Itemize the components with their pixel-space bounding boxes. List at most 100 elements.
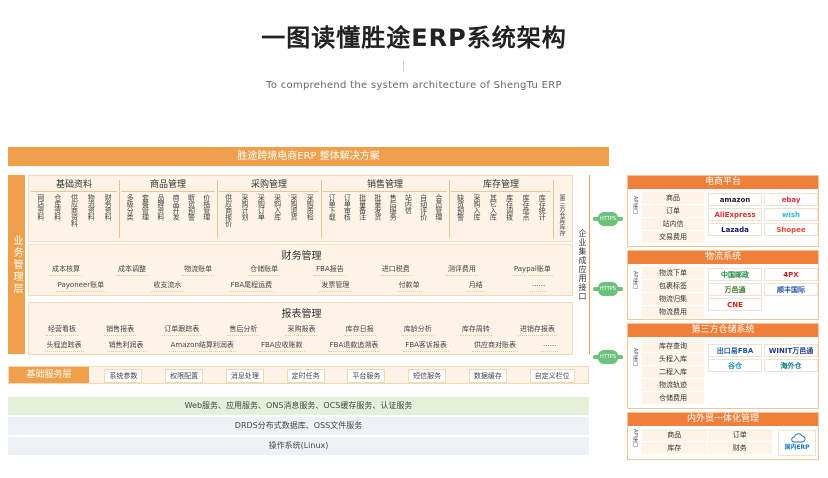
module-item: 网店资料: [36, 194, 45, 220]
finance-item: 发票管理: [319, 279, 352, 292]
finance-item: Payoneer账单: [55, 279, 107, 292]
divider: [119, 180, 120, 238]
warehouse-item: 头程入库: [642, 353, 704, 365]
module-title: 销售管理: [323, 178, 447, 192]
report-item: 头程追踪表: [44, 339, 84, 352]
solution-banner: 胜途跨境电商ERP 整体解决方案: [8, 147, 609, 166]
domestic-item: 库存: [642, 442, 707, 454]
cloud-icon: [791, 433, 806, 443]
winit-logo: 万邑通: [708, 283, 762, 296]
base-service-item: 短信服务: [408, 369, 447, 383]
ebay-logo: ebay: [764, 193, 818, 206]
api-label: API接口: [632, 429, 638, 447]
infra-os: 操作系统(Linux): [8, 437, 589, 455]
https-label: HTTPS: [598, 212, 618, 226]
module-item: 采购入库: [472, 194, 481, 220]
shopee-logo: Shopee: [764, 223, 818, 236]
overseas-warehouse-logo: 海外仓: [764, 359, 818, 372]
module-item: 批量发货: [373, 194, 382, 220]
gucang-logo: 谷仓: [708, 359, 762, 372]
4px-logo: 4PX: [764, 268, 818, 281]
domestic-item: 订单: [707, 429, 772, 441]
divider: [589, 175, 590, 354]
ecommerce-item: 商品: [642, 192, 704, 204]
base-service-label: 基础服务层: [9, 367, 89, 383]
https-connector: HTTPS: [593, 350, 623, 364]
finance-item: 收支流水: [151, 279, 184, 292]
module-item: 多级分类: [126, 194, 135, 220]
group-title: 第三方仓储系统: [628, 324, 818, 337]
logistics-item: 物流归集: [642, 293, 704, 305]
module-item: 采购退货: [289, 194, 298, 220]
finance-item: 付款单: [396, 279, 422, 292]
module-title: 库存管理: [451, 178, 551, 192]
api-label: API接口: [632, 196, 638, 214]
chukou1-logo: 出口易FBA: [708, 344, 762, 357]
ecommerce-item: 订单: [642, 205, 704, 217]
winit-warehouse-logo: WINIT万邑通: [764, 344, 818, 357]
module-sales: 销售管理 订单下载 订单审核 批量备注 批量发货 售后服务 站内信 自动评价 会…: [323, 178, 447, 241]
finance-item: 仓储账单: [248, 263, 281, 276]
ecommerce-item: 交易费用: [642, 231, 704, 243]
module-title: 基础资料: [31, 178, 117, 192]
base-service-item: 消息处理: [225, 369, 264, 383]
infra-database: DRDS分布式数据库、OSS文件服务: [8, 417, 589, 435]
logistics-system-group: 物流系统 API接口 物流下单 包裹标签 物流归集 物流费用 中国邮政 4PX …: [627, 250, 819, 320]
module-product: 商品管理 多级分类 套餐管理 品牌资料 商品开发 断货预警 价格管理: [121, 178, 215, 241]
module-item: 批量备注: [358, 194, 367, 220]
domestic-erp-logo: 国内ERP: [778, 430, 816, 456]
page-title: 一图读懂胜途ERP系统架构: [261, 24, 567, 52]
report-item: FBA客诉报表: [403, 339, 449, 352]
report-item: 库龄分析: [401, 323, 434, 336]
module-item: 供应商报价: [224, 194, 233, 227]
module-item: 采购计划: [240, 194, 249, 220]
finance-title: 财务管理: [281, 251, 322, 262]
finance-item: 物流账单: [182, 263, 215, 276]
business-modules: 基础资料 网店资料 仓库资料 供应商资料 物流资料 财务资料 商品管理 多级分类…: [28, 175, 573, 242]
warehouse-item: 库存查询: [642, 340, 704, 352]
report-item: 销售报表: [104, 323, 137, 336]
module-item: 订单下载: [328, 194, 337, 220]
https-connector: HTTPS: [593, 282, 623, 296]
module-item: 其它入库: [489, 194, 498, 220]
divider: [449, 180, 450, 238]
module-basic-data: 基础资料 网店资料 仓库资料 供应商资料 物流资料 财务资料: [31, 178, 117, 241]
module-inventory: 库存管理 缺货预警 采购入库 其它入库 库存调拨 库存盘点 库存统计: [451, 178, 551, 241]
wish-logo: wish: [764, 208, 818, 221]
module-title: 采购管理: [219, 178, 319, 192]
divider: [553, 180, 554, 238]
base-service-item: 数据缓存: [468, 369, 507, 383]
aliexpress-logo: AliExpress: [708, 208, 762, 221]
infra-services: Web服务、应用服务、ONS消息服务、OCS缓存服务、认证服务: [8, 397, 589, 415]
module-item: 采购质检: [306, 194, 315, 220]
report-item: 订单跟踪表: [162, 323, 202, 336]
business-layer-label: 业务管理层: [8, 175, 25, 354]
module-item: 供应商资料: [70, 194, 79, 227]
report-item: 采购报表: [285, 323, 318, 336]
module-item: 会员管理: [434, 194, 443, 220]
logistics-item: 物流费用: [642, 306, 704, 318]
logistics-item: 包裹标签: [642, 280, 704, 292]
https-label: HTTPS: [598, 282, 618, 296]
module-purchase: 采购管理 供应商报价 采购计划 采购订单 采购入库 采购退货 采购质检: [219, 178, 319, 241]
domestic-item: 商品: [642, 429, 707, 441]
base-service-item: 系统参数: [104, 369, 143, 383]
warehouse-item: 二程入库: [642, 366, 704, 378]
ecommerce-item: 站内信: [642, 218, 704, 230]
sf-international-logo: 顺丰国际: [764, 283, 818, 296]
china-post-logo: 中国邮政: [708, 268, 762, 281]
finance-item: 测评费用: [445, 263, 478, 276]
domestic-integration-group: 内外贸一体化管理 API接口 商品 订单 库存 财务 国内ERP: [627, 412, 819, 460]
module-item: 财务资料: [104, 194, 113, 220]
api-label: API接口: [632, 271, 638, 289]
module-item: 价格管理: [202, 194, 211, 220]
https-connector: HTTPS: [593, 212, 623, 226]
report-item: Amazon结算利润表: [168, 339, 236, 352]
module-item: 商品开发: [172, 194, 181, 220]
finance-item: FBA报告: [314, 263, 346, 276]
base-service-item: 定时任务: [286, 369, 325, 383]
module-item: 采购订单: [257, 194, 266, 220]
report-item: FBA退款追溯表: [327, 339, 381, 352]
module-item: 采购入库: [273, 194, 282, 220]
module-item: 物流资料: [87, 194, 96, 220]
